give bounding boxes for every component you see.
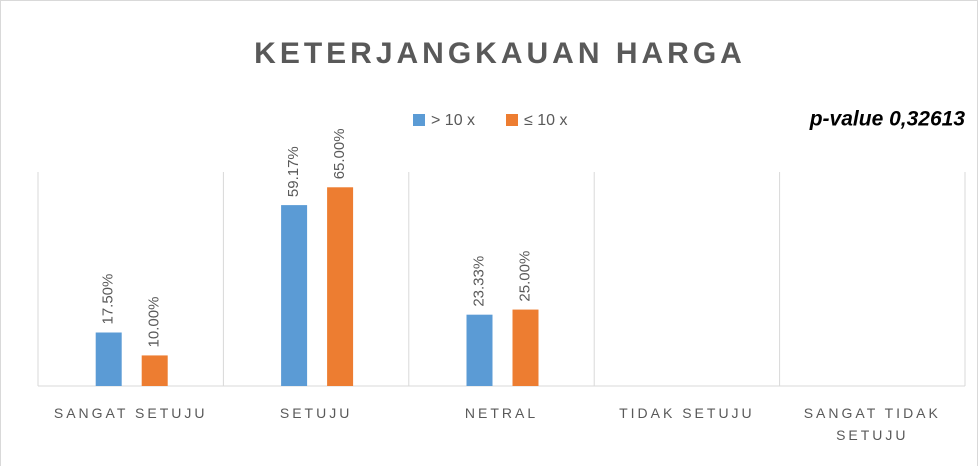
- legend-label: > 10 x: [431, 112, 475, 129]
- bar: [95, 332, 122, 386]
- bar: [327, 187, 354, 386]
- data-label: 25.00%: [516, 251, 533, 302]
- bar: [281, 205, 308, 386]
- data-label: 65.00%: [331, 128, 348, 179]
- bar: [512, 309, 539, 386]
- data-label: 23.33%: [470, 256, 487, 307]
- x-tick-label: TIDAK SETUJU: [619, 405, 755, 421]
- legend-swatch: [506, 114, 518, 126]
- chart-title: KETERJANGKAUAN HARGA: [254, 37, 746, 70]
- legend-label: ≤ 10 x: [524, 112, 567, 129]
- x-tick-label: NETRAL: [464, 405, 539, 421]
- annotation: p-value 0,32613: [809, 108, 966, 131]
- data-label: 59.17%: [285, 146, 302, 197]
- x-tick-label: SANGAT SETUJU: [53, 405, 208, 421]
- x-tick-label: SETUJU: [279, 405, 353, 421]
- data-label: 10.00%: [146, 297, 163, 348]
- data-label: 17.50%: [100, 274, 117, 325]
- bar: [466, 314, 493, 386]
- bar: [141, 355, 168, 386]
- legend-swatch: [413, 114, 425, 126]
- x-tick-label: SANGAT TIDAK SETUJU: [803, 405, 941, 443]
